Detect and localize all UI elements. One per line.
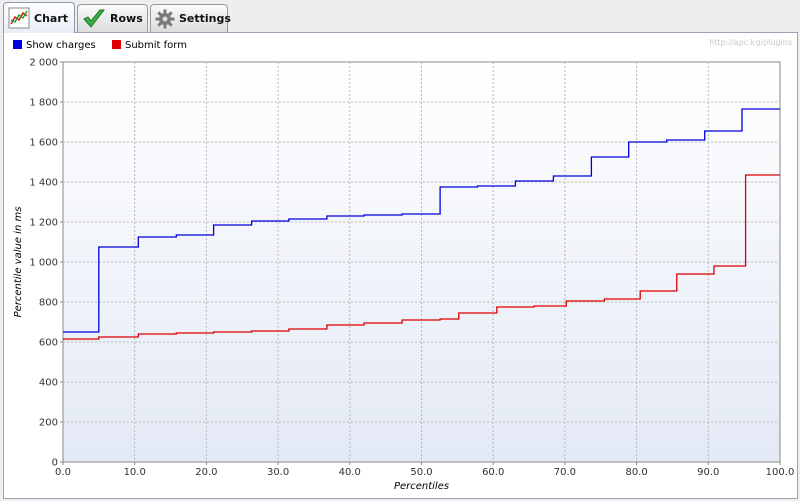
x-tick-label: 80.0 xyxy=(625,467,647,478)
y-axis-label: Percentile value in ms xyxy=(13,207,24,318)
x-tick-label: 50.0 xyxy=(410,467,432,478)
x-tick-label: 30.0 xyxy=(267,467,289,478)
gear-icon xyxy=(155,9,175,29)
series-line-submit-form xyxy=(63,174,780,340)
tab-rows-label: Rows xyxy=(110,12,143,25)
legend-label-submit-form: Submit form xyxy=(125,40,187,51)
x-tick-label: 0.0 xyxy=(55,467,71,478)
series-line-show-charges xyxy=(63,108,780,333)
legend-swatch-submit-form xyxy=(112,40,121,49)
y-tick-label: 400 xyxy=(39,378,58,389)
legend-swatch-show-charges xyxy=(13,40,22,49)
line-chart-icon xyxy=(8,7,30,29)
x-tick-label: 70.0 xyxy=(554,467,576,478)
tab-bar: Chart Rows xyxy=(0,0,800,33)
y-tick-label: 200 xyxy=(39,418,58,429)
y-tick-label: 600 xyxy=(39,338,58,349)
tab-settings[interactable]: Settings xyxy=(150,4,231,32)
y-tick-label: 1 800 xyxy=(29,98,58,109)
x-tick-label: 20.0 xyxy=(195,467,217,478)
y-tick-label: 800 xyxy=(39,298,58,309)
y-tick-label: 0 xyxy=(52,458,58,469)
chart: 0.0 10.0 20.0 30.0 40.0 50.0 60.0 70.0 80.0 90.0 1… xyxy=(13,38,795,492)
x-tick-label: 40.0 xyxy=(339,467,361,478)
y-tick-label: 1 600 xyxy=(29,138,58,149)
y-tick-label: 1 400 xyxy=(29,178,58,189)
tab-settings-label: Settings xyxy=(179,12,231,25)
chart-panel: 0.0 10.0 20.0 30.0 40.0 50.0 60.0 70.0 80.0 90.0 1… xyxy=(3,32,798,499)
tab-chart-label: Chart xyxy=(34,11,69,25)
legend-label-show-charges: Show charges xyxy=(26,40,96,51)
x-axis-label: Percentiles xyxy=(394,481,449,492)
tab-chart[interactable]: Chart xyxy=(3,2,75,33)
y-tick-label: 1 200 xyxy=(29,218,58,229)
checkmark-icon xyxy=(82,8,106,30)
x-tick-label: 90.0 xyxy=(697,467,719,478)
y-tick-label: 2 000 xyxy=(29,58,58,69)
tab-rows[interactable]: Rows xyxy=(77,4,148,32)
y-tick-label: 1 000 xyxy=(29,258,58,269)
watermark: http://apc.kg/plugins xyxy=(709,38,792,47)
x-tick-label: 10.0 xyxy=(124,467,146,478)
x-tick-label: 60.0 xyxy=(482,467,504,478)
x-tick-label: 100.0 xyxy=(766,467,795,478)
